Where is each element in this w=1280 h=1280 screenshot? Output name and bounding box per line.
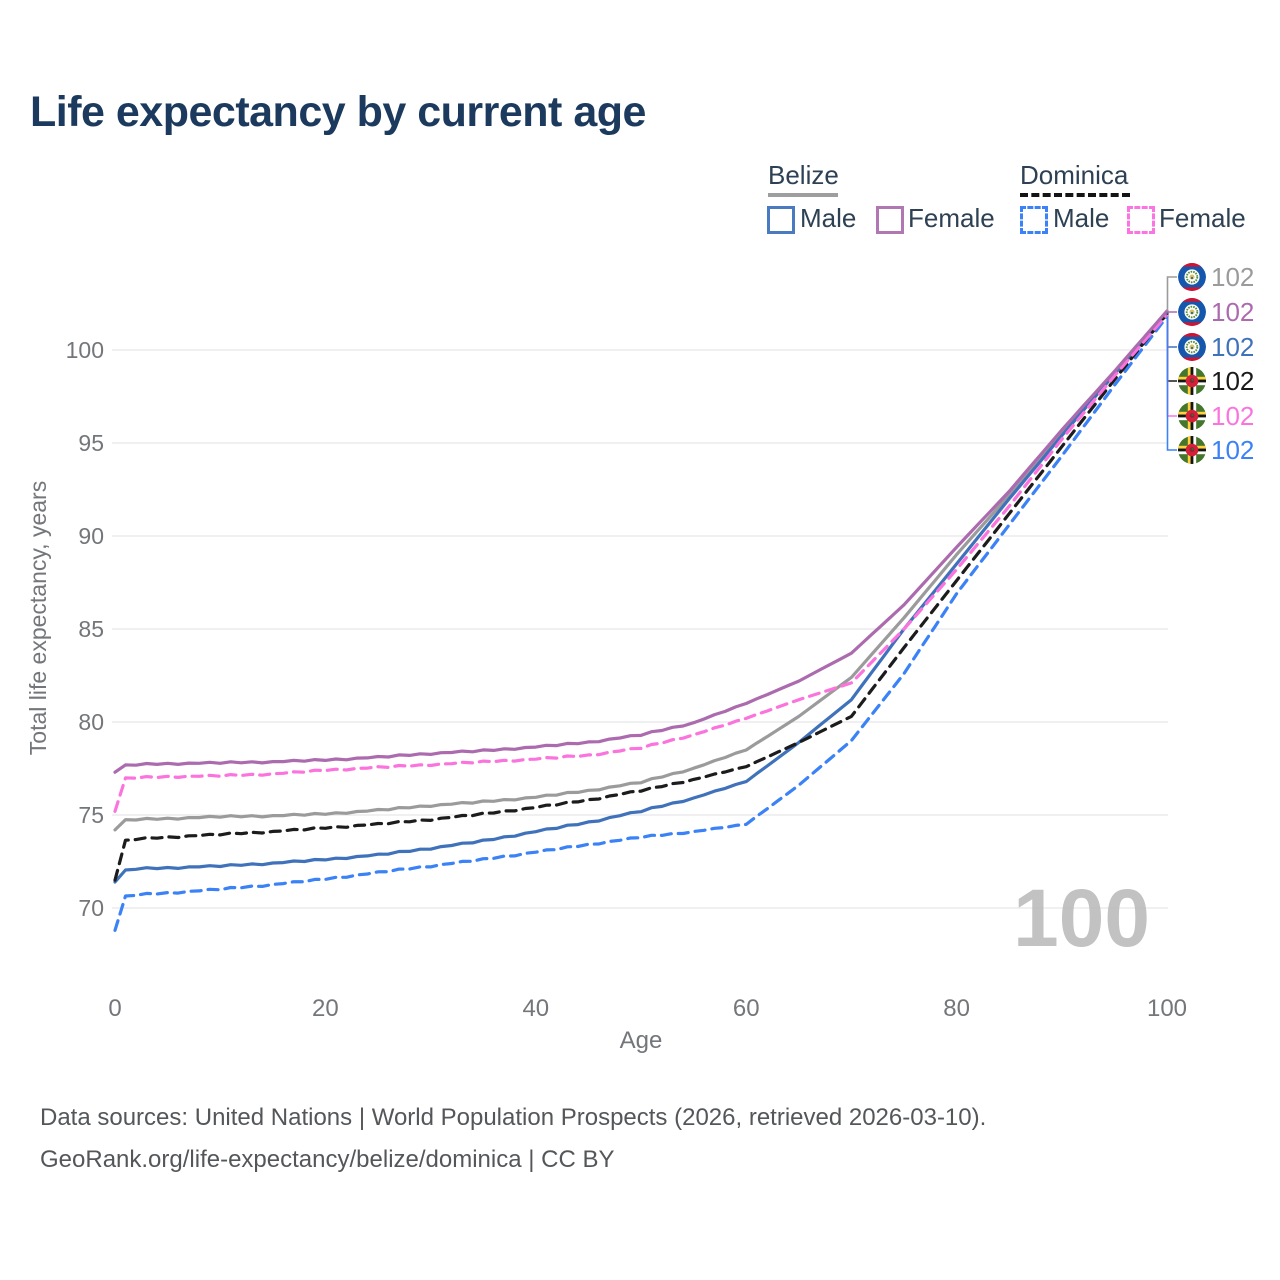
series-lines — [113, 309, 1169, 932]
leader-dominica-male — [1166, 316, 1177, 451]
end-value-belize-female: 102 — [1211, 297, 1254, 327]
age-watermark: 100 — [1013, 873, 1150, 964]
x-tick-0: 0 — [108, 995, 121, 1022]
y-axis-title: Total life expectancy, years — [25, 481, 51, 755]
chart-title: Life expectancy by current age — [30, 88, 646, 136]
x-tick-20: 20 — [312, 995, 339, 1022]
leader-lines — [1166, 276, 1177, 451]
dominica-flag-icon — [1178, 402, 1206, 430]
legend-label-dominica-male[interactable]: Male — [1053, 203, 1110, 233]
legend-label-dominica-female[interactable]: Female — [1159, 203, 1246, 233]
legend-dominica-underline — [1020, 193, 1130, 197]
data-sources-note: Data sources: United Nations | World Pop… — [40, 1104, 987, 1131]
y-tick-100: 100 — [66, 337, 104, 363]
series-line-belize-male[interactable] — [113, 311, 1169, 884]
x-tick-40: 40 — [522, 995, 549, 1022]
legend-swatch-belize-female[interactable] — [876, 206, 904, 234]
legend-belize-underline — [768, 193, 838, 197]
dominica-flag-icon — [1178, 367, 1206, 395]
y-tick-75: 75 — [78, 802, 104, 828]
end-value-dominica-female: 102 — [1211, 401, 1254, 431]
x-tick-100: 100 — [1147, 995, 1187, 1022]
legend-swatch-dominica-female[interactable] — [1127, 206, 1155, 234]
attribution-link[interactable]: GeoRank.org/life-expectancy/belize/domin… — [40, 1146, 615, 1173]
end-value-dominica-total: 102 — [1211, 366, 1254, 396]
y-tick-80: 80 — [78, 709, 104, 735]
current-age-watermark: 100 — [1013, 873, 1150, 964]
series-line-dominica-female[interactable] — [113, 313, 1169, 813]
leader-dominica-female — [1166, 314, 1177, 417]
y-tick-95: 95 — [78, 430, 104, 456]
leader-belize-female — [1166, 310, 1177, 313]
y-tick-90: 90 — [78, 523, 104, 549]
legend-label-belize-female[interactable]: Female — [908, 203, 995, 233]
series-line-belize-female[interactable] — [113, 309, 1169, 774]
leader-belize-total — [1166, 276, 1177, 312]
x-tick-80: 80 — [943, 995, 970, 1022]
belize-flag-icon — [1178, 263, 1206, 291]
belize-flag-icon — [1178, 333, 1206, 361]
end-value-belize-male: 102 — [1211, 332, 1254, 362]
y-tick-85: 85 — [78, 616, 104, 642]
legend-label-belize-male[interactable]: Male — [800, 203, 857, 233]
legend-group-belize-title: Belize — [768, 160, 839, 190]
leader-belize-male — [1166, 312, 1177, 348]
axes: 70 75 80 85 90 95 100 0 20 40 60 80 100 Age Total life… — [25, 337, 1187, 1054]
series-line-belize-total[interactable] — [113, 310, 1169, 832]
end-value-belize-total: 102 — [1211, 262, 1254, 292]
gridlines — [112, 349, 1168, 909]
series-line-dominica-total[interactable] — [113, 312, 1169, 882]
dominica-flag-icon — [1178, 436, 1206, 464]
legend-group-dominica-title: Dominica — [1020, 160, 1129, 190]
y-tick-70: 70 — [78, 895, 104, 921]
series-end-labels: 102 102 102 102 102 102 — [1178, 262, 1254, 465]
end-value-dominica-male: 102 — [1211, 435, 1254, 465]
series-line-dominica-male[interactable] — [113, 314, 1169, 932]
x-axis-title: Age — [620, 1027, 663, 1054]
legend-swatch-dominica-male[interactable] — [1020, 206, 1048, 234]
belize-flag-icon — [1178, 298, 1206, 326]
x-tick-60: 60 — [733, 995, 760, 1022]
legend-swatch-belize-male[interactable] — [767, 206, 795, 234]
